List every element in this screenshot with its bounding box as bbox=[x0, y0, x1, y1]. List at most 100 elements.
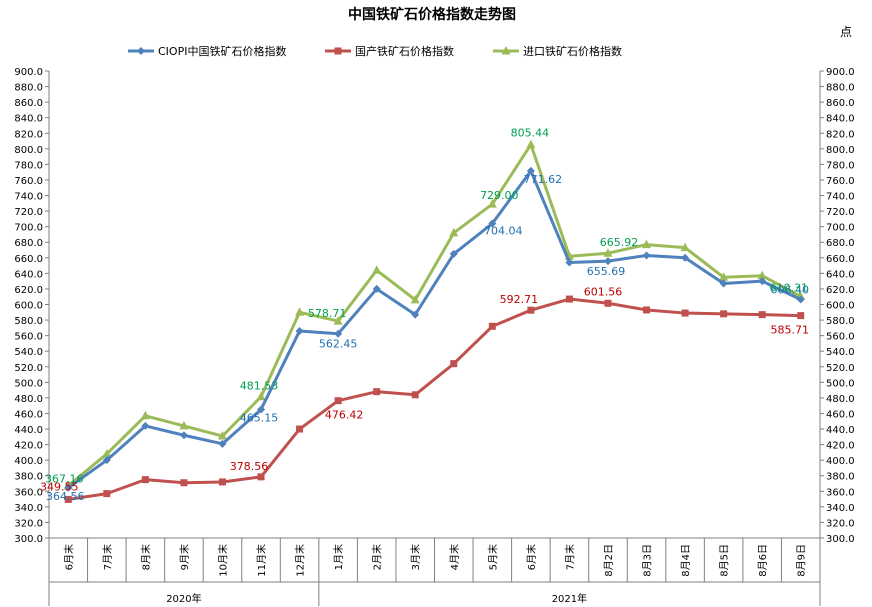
y-tick-label-right: 380.0 bbox=[826, 472, 855, 483]
data-point bbox=[487, 199, 497, 208]
y-tick-label-right: 440.0 bbox=[826, 425, 855, 436]
data-point bbox=[642, 239, 652, 249]
data-label: 585.71 bbox=[770, 324, 809, 337]
y-tick-label-right: 860.0 bbox=[826, 98, 855, 109]
data-point bbox=[256, 391, 266, 401]
y-tick-label-right: 580.0 bbox=[826, 316, 855, 327]
y-tick-label-left: 720.0 bbox=[14, 207, 43, 218]
data-point bbox=[565, 295, 573, 303]
y-tick-label-right: 800.0 bbox=[826, 145, 855, 156]
y-tick-label-right: 720.0 bbox=[826, 207, 855, 218]
data-point bbox=[411, 310, 420, 319]
y-tick-label-right: 740.0 bbox=[826, 192, 855, 203]
data-label: 805.44 bbox=[511, 127, 550, 140]
y-tick-label-left: 760.0 bbox=[14, 176, 43, 187]
x-tick-label: 5月末 bbox=[486, 544, 499, 570]
legend-entry: 进口铁矿石价格指数 bbox=[523, 44, 622, 58]
data-point bbox=[604, 299, 612, 307]
data-point bbox=[140, 410, 150, 420]
x-tick-label: 2月末 bbox=[371, 544, 384, 570]
y-tick-label-left: 300.0 bbox=[14, 534, 43, 545]
y-tick-label-left: 860.0 bbox=[14, 98, 43, 109]
data-label: 476.42 bbox=[325, 409, 364, 422]
x-tick-label: 8月6日 bbox=[757, 544, 769, 577]
y-tick-label-left: 560.0 bbox=[14, 332, 43, 343]
data-point bbox=[372, 265, 382, 274]
y-tick-label-left: 600.0 bbox=[14, 301, 43, 312]
y-tick-label-left: 520.0 bbox=[14, 363, 43, 374]
data-point bbox=[218, 478, 226, 486]
data-point bbox=[333, 316, 343, 325]
x-tick-label: 12月末 bbox=[294, 544, 307, 577]
x-tick-label: 11月末 bbox=[255, 544, 268, 577]
y-tick-label-left: 540.0 bbox=[14, 347, 43, 358]
data-point bbox=[103, 490, 111, 498]
y-tick-label-right: 500.0 bbox=[826, 378, 855, 389]
data-label: 465.15 bbox=[240, 411, 279, 424]
x-tick-label: 4月末 bbox=[448, 544, 461, 570]
y-tick-label-right: 540.0 bbox=[826, 347, 855, 358]
data-label: 562.45 bbox=[319, 338, 358, 351]
series-lines bbox=[63, 139, 806, 503]
data-point bbox=[603, 248, 613, 257]
data-label: 771.62 bbox=[524, 173, 563, 186]
y-tick-label-left: 900.0 bbox=[14, 67, 43, 78]
y-tick-label-right: 880.0 bbox=[826, 83, 855, 94]
data-point bbox=[296, 425, 304, 433]
data-point bbox=[565, 258, 574, 267]
data-label: 578.71 bbox=[308, 307, 347, 320]
y-tick-label-left: 440.0 bbox=[14, 425, 43, 436]
year-label: 2020年 bbox=[166, 592, 201, 605]
y-tick-label-left: 400.0 bbox=[14, 456, 43, 467]
data-point bbox=[681, 309, 689, 317]
y-tick-label-left: 800.0 bbox=[14, 145, 43, 156]
y-tick-label-left: 340.0 bbox=[14, 503, 43, 514]
data-label: 364.56 bbox=[46, 490, 85, 503]
x-tick-label: 10月末 bbox=[216, 544, 229, 577]
x-tick-label: 8月2日 bbox=[603, 544, 615, 577]
series-line bbox=[68, 297, 801, 501]
y-tick-label-left: 480.0 bbox=[14, 394, 43, 405]
y-tick-label-right: 900.0 bbox=[826, 67, 855, 78]
axes: 300.0 300.0 320.0 320.0 340.0 340.0 360.0 360.0… bbox=[14, 67, 855, 606]
data-point bbox=[719, 279, 728, 288]
data-point bbox=[257, 405, 266, 414]
y-tick-label-right: 560.0 bbox=[826, 332, 855, 343]
y-tick-label-left: 740.0 bbox=[14, 192, 43, 203]
legend: CIOPI中国铁矿石价格指数 国产铁矿石价格指数 进口铁矿石价格指数 bbox=[128, 44, 622, 58]
y-tick-label-right: 660.0 bbox=[826, 254, 855, 265]
data-point bbox=[218, 439, 227, 448]
y-tick-label-left: 500.0 bbox=[14, 378, 43, 389]
y-tick-label-left: 820.0 bbox=[14, 129, 43, 140]
y-tick-label-left: 460.0 bbox=[14, 409, 43, 420]
data-point bbox=[450, 360, 458, 368]
data-point bbox=[372, 284, 381, 293]
data-point bbox=[758, 277, 767, 286]
x-tick-label: 6月末 bbox=[525, 544, 538, 570]
x-tick-label: 7月末 bbox=[101, 544, 114, 570]
data-point bbox=[334, 397, 342, 405]
y-tick-label-right: 360.0 bbox=[826, 487, 855, 498]
data-label: 655.69 bbox=[587, 265, 626, 278]
data-point bbox=[257, 473, 265, 481]
legend-marker bbox=[137, 47, 145, 55]
data-point bbox=[720, 310, 728, 318]
y-tick-label-right: 480.0 bbox=[826, 394, 855, 405]
y-tick-label-left: 680.0 bbox=[14, 238, 43, 249]
data-point bbox=[488, 219, 497, 228]
data-label: 378.56 bbox=[230, 460, 269, 473]
data-label: 592.71 bbox=[500, 293, 539, 306]
x-tick-label: 8月3日 bbox=[642, 544, 654, 577]
chart-title: 中国铁矿石价格指数走势图 bbox=[348, 6, 516, 23]
data-labels: 364.56 465.15 562.45 704.04 771.62 655.69 606.… bbox=[40, 127, 809, 503]
x-tick-label: 8月4日 bbox=[680, 544, 692, 577]
data-point bbox=[295, 326, 304, 335]
x-tick-label: 8月9日 bbox=[796, 544, 808, 577]
y-tick-label-left: 580.0 bbox=[14, 316, 43, 327]
y-tick-label-left: 700.0 bbox=[14, 223, 43, 234]
unit-label: 点 bbox=[840, 25, 852, 39]
y-tick-label-right: 400.0 bbox=[826, 456, 855, 467]
data-point bbox=[757, 270, 767, 280]
legend-marker bbox=[501, 46, 511, 55]
data-point bbox=[797, 312, 805, 320]
